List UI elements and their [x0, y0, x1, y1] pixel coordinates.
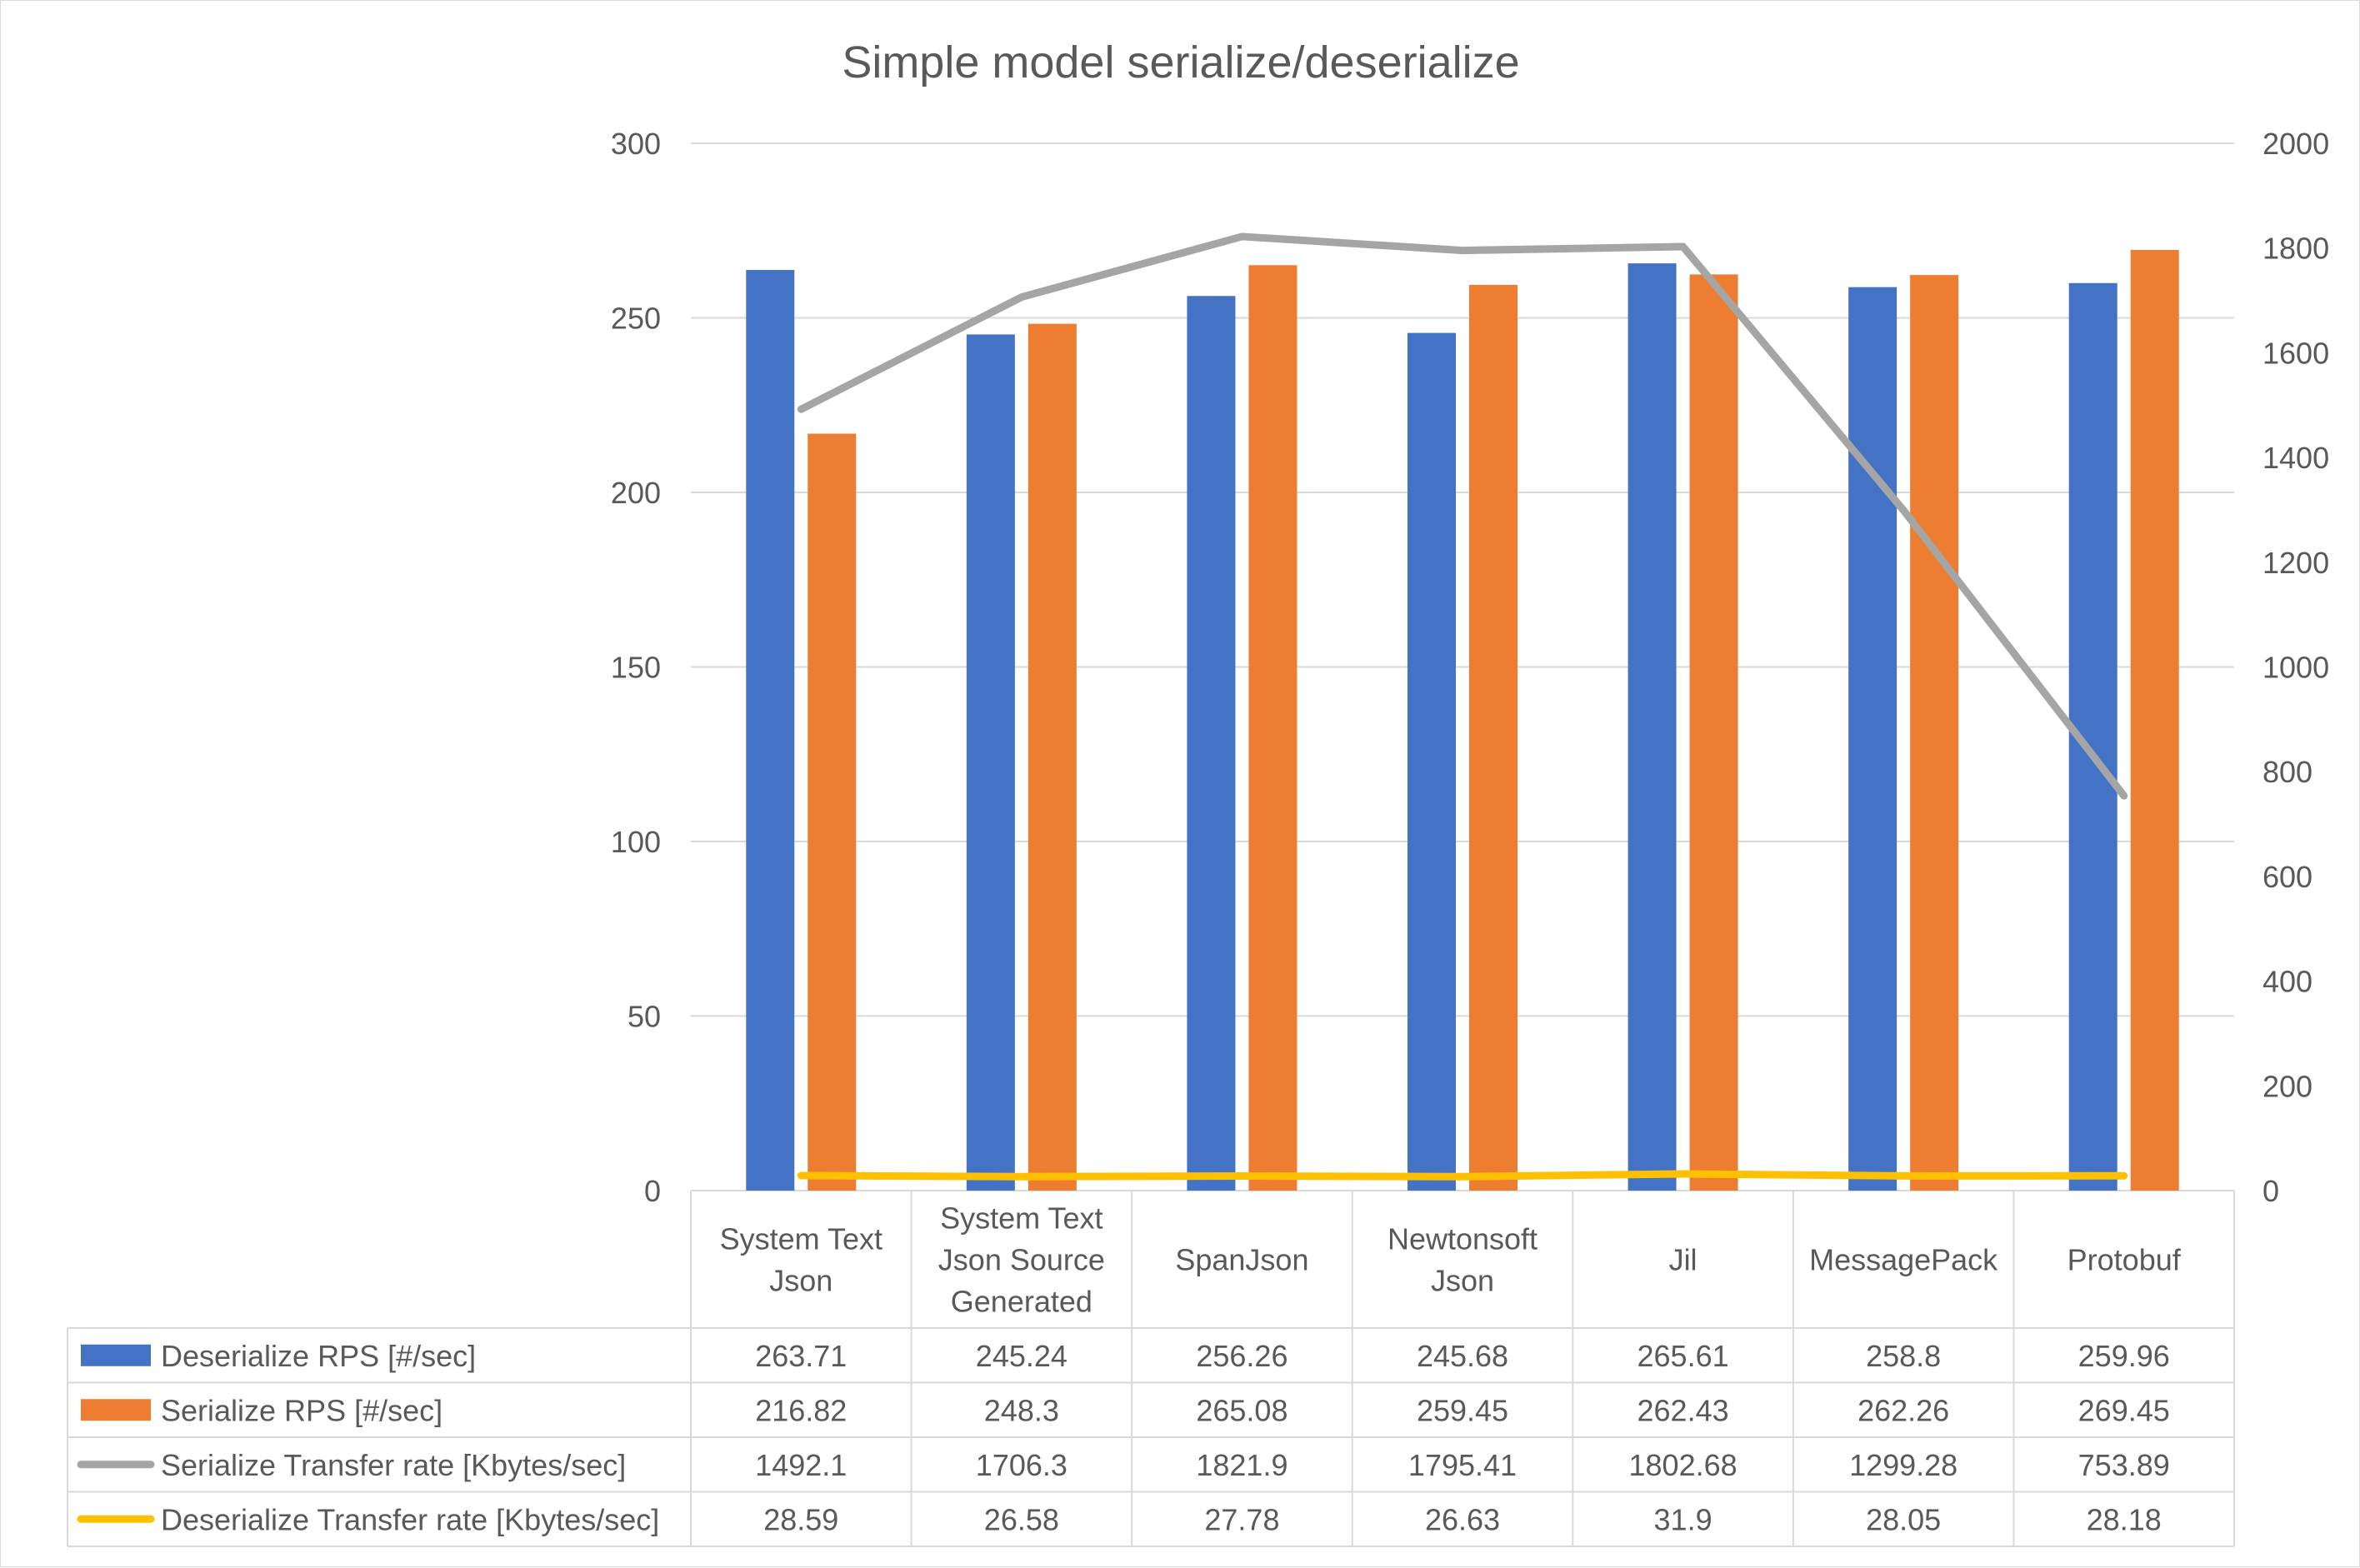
bar-serialize-rps: [2130, 250, 2179, 1191]
right-tick-label: 400: [2262, 965, 2312, 999]
right-tick-label: 1000: [2262, 651, 2329, 685]
left-tick-label: 300: [611, 127, 661, 161]
data-cell: 27.78: [1204, 1502, 1279, 1536]
data-cell: 245.68: [1417, 1339, 1508, 1373]
series-name: Serialize Transfer rate [Kbytes/sec]: [161, 1448, 626, 1482]
left-axis: 0 50 100 150 200 250 300: [611, 127, 661, 1208]
chart-title: Simple model serialize/deserialize: [842, 37, 1519, 87]
bar-deserialize-rps: [966, 334, 1015, 1191]
bar-serialize-rps: [1469, 284, 1518, 1191]
left-tick-label: 0: [644, 1174, 661, 1208]
right-tick-label: 600: [2262, 860, 2312, 894]
category-label: MessagePack: [1809, 1243, 1998, 1277]
data-cell: 258.8: [1866, 1339, 1941, 1373]
data-cell: 31.9: [1654, 1502, 1712, 1536]
bar-deserialize-rps: [1408, 332, 1456, 1191]
right-tick-label: 800: [2262, 755, 2312, 789]
bar-deserialize-rps: [1628, 263, 1677, 1191]
bar-serialize-rps: [1248, 265, 1298, 1191]
bar-deserialize-rps: [1187, 296, 1236, 1191]
right-tick-label: 0: [2262, 1174, 2279, 1208]
bar-serialize-rps: [1028, 323, 1077, 1191]
category-label: System Text Json: [720, 1222, 882, 1298]
series-name: Deserialize RPS [#/sec]: [161, 1339, 476, 1373]
category-label: System Text Json Source Generated: [938, 1201, 1105, 1319]
data-cell: 753.89: [2078, 1448, 2170, 1482]
right-tick-label: 200: [2262, 1069, 2312, 1103]
data-cell: 256.26: [1196, 1339, 1288, 1373]
right-tick-label: 1400: [2262, 441, 2329, 475]
right-tick-label: 1600: [2262, 336, 2329, 370]
data-cell: 1299.28: [1849, 1448, 1958, 1482]
category-label: SpanJson: [1175, 1243, 1308, 1277]
right-tick-label: 1800: [2262, 232, 2329, 266]
serialize-transfer-line: [797, 232, 2128, 800]
data-cell: 1795.41: [1408, 1448, 1517, 1482]
gridlines: [691, 142, 2234, 1191]
data-cell: 26.58: [984, 1502, 1059, 1536]
data-cell: 259.45: [1417, 1393, 1508, 1427]
left-tick-label: 50: [628, 1000, 661, 1034]
data-cell: 262.26: [1858, 1393, 1949, 1427]
data-cell: 263.71: [755, 1339, 847, 1373]
lines: [797, 232, 2128, 1181]
data-table: System Text Json System Text Json Source Gen…: [67, 1191, 2235, 1547]
data-cell: 26.63: [1425, 1502, 1500, 1536]
right-axis: 0 200 400 600 800 1000 1200 1400 1600 1800 2000: [2262, 127, 2329, 1208]
data-cell: 265.08: [1196, 1393, 1288, 1427]
left-tick-label: 250: [611, 302, 661, 336]
category-label: Newtonsoft Json: [1388, 1222, 1538, 1298]
bar-serialize-rps: [1689, 274, 1738, 1191]
right-tick-label: 1200: [2262, 546, 2329, 580]
bar-deserialize-rps: [746, 270, 795, 1191]
left-tick-label: 150: [611, 651, 661, 685]
data-cell: 1706.3: [976, 1448, 1068, 1482]
bar-deserialize-rps: [1848, 287, 1898, 1191]
data-cell: 269.45: [2078, 1393, 2170, 1427]
category-label: Jil: [1669, 1243, 1698, 1277]
data-cell: 216.82: [755, 1393, 847, 1427]
deserialize-transfer-line: [797, 1170, 2128, 1181]
right-tick-label: 2000: [2262, 127, 2329, 161]
bars: [746, 250, 2179, 1191]
data-cell: 259.96: [2078, 1339, 2170, 1373]
bar-serialize-rps: [1910, 275, 1959, 1191]
data-cell: 28.59: [763, 1502, 838, 1536]
data-cell: 1821.9: [1196, 1448, 1288, 1482]
data-cell: 248.3: [984, 1393, 1059, 1427]
data-cell: 262.43: [1638, 1393, 1729, 1427]
data-cell: 245.24: [976, 1339, 1068, 1373]
data-cell: 265.61: [1638, 1339, 1729, 1373]
category-label: Protobuf: [2068, 1243, 2182, 1277]
data-cell: 1492.1: [755, 1448, 847, 1482]
legend-key: [81, 1344, 151, 1366]
legend-key: [81, 1399, 151, 1421]
data-cell: 28.05: [1866, 1502, 1941, 1536]
data-cell: 1802.68: [1629, 1448, 1738, 1482]
series-name: Deserialize Transfer rate [Kbytes/sec]: [161, 1502, 659, 1536]
series-name: Serialize RPS [#/sec]: [161, 1393, 442, 1427]
left-tick-label: 200: [611, 476, 661, 510]
bar-serialize-rps: [808, 433, 857, 1191]
data-cell: 28.18: [2087, 1502, 2162, 1536]
left-tick-label: 100: [611, 825, 661, 859]
